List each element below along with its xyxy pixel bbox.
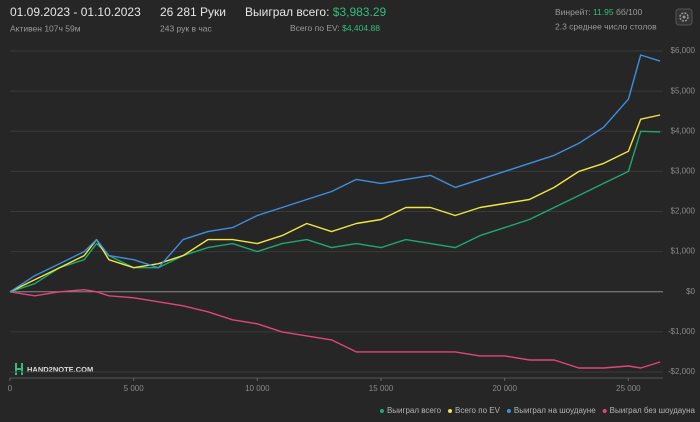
won-total: Выиграл всего: $3,983.29: [245, 5, 386, 19]
series-line: [9, 130, 661, 293]
x-tick-label: 15 000: [369, 384, 394, 393]
series-line: [9, 54, 661, 293]
winrate: Винрейт: 11.95 бб/100: [555, 7, 643, 17]
y-tick-label: $0: [686, 287, 695, 296]
legend-label: Выиграл всего: [387, 406, 442, 415]
series-line: [9, 114, 661, 293]
legend-label: Выиграл без шоудауна: [610, 406, 696, 415]
y-tick-label: $4,000: [671, 126, 696, 135]
ev-label: Всего по EV:: [290, 23, 340, 33]
legend-swatch: [448, 409, 453, 413]
settings-button[interactable]: [675, 8, 693, 26]
y-tick-label: $2,000: [671, 207, 696, 216]
ev-total: Всего по EV: $4,404.88: [290, 23, 380, 33]
y-tick-label: $3,000: [671, 167, 696, 176]
y-tick-label: $6,000: [671, 46, 696, 55]
x-tick-label: 25 000: [616, 384, 641, 393]
won-value: $3,983.29: [333, 5, 387, 19]
y-tick-label: $1,000: [671, 247, 696, 256]
legend-swatch: [602, 409, 607, 413]
y-tick-label: -$1,000: [668, 327, 696, 336]
hands: 26 281 Руки: [160, 5, 226, 19]
legend-label: Выиграл на шоудауне: [514, 406, 596, 415]
tables: 2.3 среднее число столов: [555, 21, 657, 31]
legend-swatch: [506, 409, 511, 413]
x-tick-label: 5 000: [124, 384, 145, 393]
logo: HAND2NOTE.COM: [15, 363, 93, 375]
winrate-label: Винрейт:: [555, 7, 591, 17]
y-tick-label: $5,000: [671, 86, 696, 95]
won-label: Выиграл всего:: [245, 5, 329, 19]
x-tick-label: 10 000: [245, 384, 270, 393]
x-tick-label: 20 000: [492, 384, 517, 393]
winrate-unit: бб/100: [616, 7, 643, 17]
logo-text: HAND2NOTE.COM: [27, 365, 93, 374]
ev-value: $4,404.88: [342, 23, 380, 33]
active-time: Активен 107ч 59м: [10, 23, 81, 33]
y-tick-label: -$2,000: [668, 367, 696, 376]
legend-label: Всего по EV: [455, 406, 501, 415]
series-line: [9, 289, 661, 369]
legend-swatch: [379, 409, 384, 413]
hands-per-hour: 243 рук в час: [160, 23, 213, 33]
date-range: 01.09.2023 - 01.10.2023: [10, 5, 141, 19]
x-tick-label: 0: [8, 384, 13, 393]
winrate-value: 11.95: [593, 7, 614, 17]
